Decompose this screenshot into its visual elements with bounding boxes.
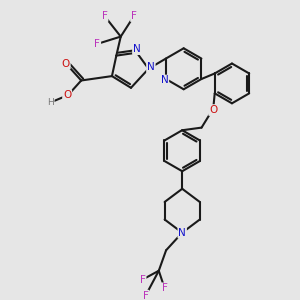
Text: F: F: [131, 11, 137, 21]
Text: F: F: [143, 291, 148, 300]
Text: F: F: [162, 283, 168, 293]
Text: N: N: [178, 228, 186, 238]
Text: F: F: [94, 39, 100, 49]
Text: O: O: [61, 58, 70, 68]
Text: O: O: [209, 105, 218, 115]
Text: F: F: [140, 274, 146, 284]
Text: N: N: [160, 76, 168, 85]
Text: O: O: [63, 90, 71, 100]
Text: N: N: [133, 44, 141, 54]
Text: N: N: [147, 62, 155, 72]
Text: F: F: [102, 11, 108, 21]
Text: H: H: [47, 98, 54, 107]
